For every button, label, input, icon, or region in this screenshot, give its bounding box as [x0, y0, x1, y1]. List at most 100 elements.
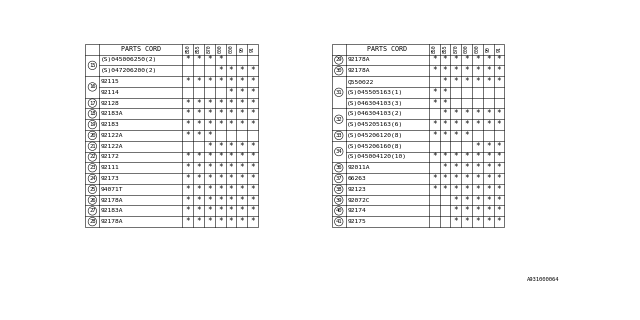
- Text: *: *: [239, 206, 244, 215]
- Text: *: *: [207, 217, 212, 226]
- Text: *: *: [486, 174, 490, 183]
- Text: 92072C: 92072C: [348, 197, 370, 203]
- Text: 24: 24: [89, 176, 95, 181]
- Text: 40: 40: [335, 208, 342, 213]
- Text: *: *: [454, 185, 458, 194]
- Text: *: *: [497, 77, 501, 86]
- Text: *: *: [218, 206, 223, 215]
- Text: *: *: [186, 120, 190, 129]
- Text: *: *: [250, 66, 255, 75]
- Text: *: *: [454, 131, 458, 140]
- Text: 19: 19: [89, 122, 95, 127]
- Text: 34: 34: [335, 149, 342, 154]
- Text: *: *: [228, 206, 234, 215]
- Text: *: *: [239, 88, 244, 97]
- Text: *: *: [432, 185, 436, 194]
- Text: 37: 37: [335, 176, 342, 181]
- Text: *: *: [475, 174, 480, 183]
- Text: PARTS CORD: PARTS CORD: [367, 46, 407, 52]
- Text: *: *: [497, 185, 501, 194]
- Text: 36: 36: [335, 165, 342, 170]
- Text: *: *: [186, 185, 190, 194]
- Text: *: *: [432, 99, 436, 108]
- Text: 33: 33: [335, 133, 342, 138]
- Text: 92122A: 92122A: [101, 144, 124, 149]
- Text: *: *: [196, 174, 201, 183]
- Text: *: *: [228, 109, 234, 118]
- Text: *: *: [196, 217, 201, 226]
- Text: *: *: [497, 109, 501, 118]
- Text: *: *: [186, 55, 190, 64]
- Text: *: *: [186, 196, 190, 204]
- Text: Q550022: Q550022: [348, 79, 374, 84]
- Text: *: *: [207, 109, 212, 118]
- Text: *: *: [228, 163, 234, 172]
- Text: 92178A: 92178A: [101, 197, 124, 203]
- Text: *: *: [486, 77, 490, 86]
- Text: *: *: [239, 163, 244, 172]
- Text: *: *: [218, 174, 223, 183]
- Text: *: *: [239, 77, 244, 86]
- Text: 23: 23: [89, 165, 95, 170]
- Text: 90: 90: [239, 46, 244, 52]
- Text: *: *: [454, 174, 458, 183]
- Text: *: *: [218, 163, 223, 172]
- Text: *: *: [497, 163, 501, 172]
- Text: *: *: [186, 206, 190, 215]
- Text: *: *: [228, 152, 234, 162]
- Text: *: *: [454, 206, 458, 215]
- Text: 90: 90: [486, 46, 491, 52]
- Text: *: *: [475, 120, 480, 129]
- Text: *: *: [207, 131, 212, 140]
- Text: 31: 31: [335, 90, 342, 95]
- Text: 850: 850: [432, 45, 436, 53]
- Text: *: *: [250, 163, 255, 172]
- Text: *: *: [475, 206, 480, 215]
- Text: 39: 39: [335, 197, 342, 203]
- Text: *: *: [250, 206, 255, 215]
- Text: 28: 28: [89, 219, 95, 224]
- Text: *: *: [443, 131, 447, 140]
- Text: *: *: [475, 152, 480, 162]
- Text: *: *: [186, 152, 190, 162]
- Text: *: *: [475, 109, 480, 118]
- Text: *: *: [497, 206, 501, 215]
- Text: *: *: [228, 88, 234, 97]
- Text: 000: 000: [228, 45, 234, 53]
- Text: (S)045006250(2): (S)045006250(2): [101, 58, 157, 62]
- Text: *: *: [186, 109, 190, 118]
- Text: (S)045206160(8): (S)045206160(8): [348, 144, 403, 149]
- Text: *: *: [475, 163, 480, 172]
- Text: *: *: [250, 99, 255, 108]
- Text: *: *: [443, 185, 447, 194]
- Text: 15: 15: [89, 63, 95, 68]
- Text: *: *: [207, 185, 212, 194]
- Text: *: *: [464, 120, 469, 129]
- Text: *: *: [239, 217, 244, 226]
- Text: PARTS CORD: PARTS CORD: [121, 46, 161, 52]
- Text: *: *: [486, 120, 490, 129]
- Text: 16: 16: [89, 84, 95, 89]
- Text: *: *: [228, 77, 234, 86]
- Text: 41: 41: [335, 219, 342, 224]
- Text: *: *: [250, 142, 255, 151]
- Text: *: *: [218, 217, 223, 226]
- Text: *: *: [454, 152, 458, 162]
- Text: *: *: [207, 163, 212, 172]
- Text: *: *: [486, 206, 490, 215]
- Text: *: *: [464, 55, 469, 64]
- Text: *: *: [239, 109, 244, 118]
- Text: *: *: [239, 142, 244, 151]
- Text: *: *: [454, 217, 458, 226]
- Text: *: *: [432, 131, 436, 140]
- Text: 92183A: 92183A: [101, 111, 124, 116]
- Text: *: *: [250, 152, 255, 162]
- Text: *: *: [250, 196, 255, 204]
- Text: *: *: [464, 131, 469, 140]
- Text: 855: 855: [442, 45, 447, 53]
- Text: *: *: [250, 120, 255, 129]
- Text: *: *: [196, 120, 201, 129]
- Text: *: *: [475, 196, 480, 204]
- Text: 32: 32: [335, 117, 342, 122]
- Text: 92178A: 92178A: [348, 68, 370, 73]
